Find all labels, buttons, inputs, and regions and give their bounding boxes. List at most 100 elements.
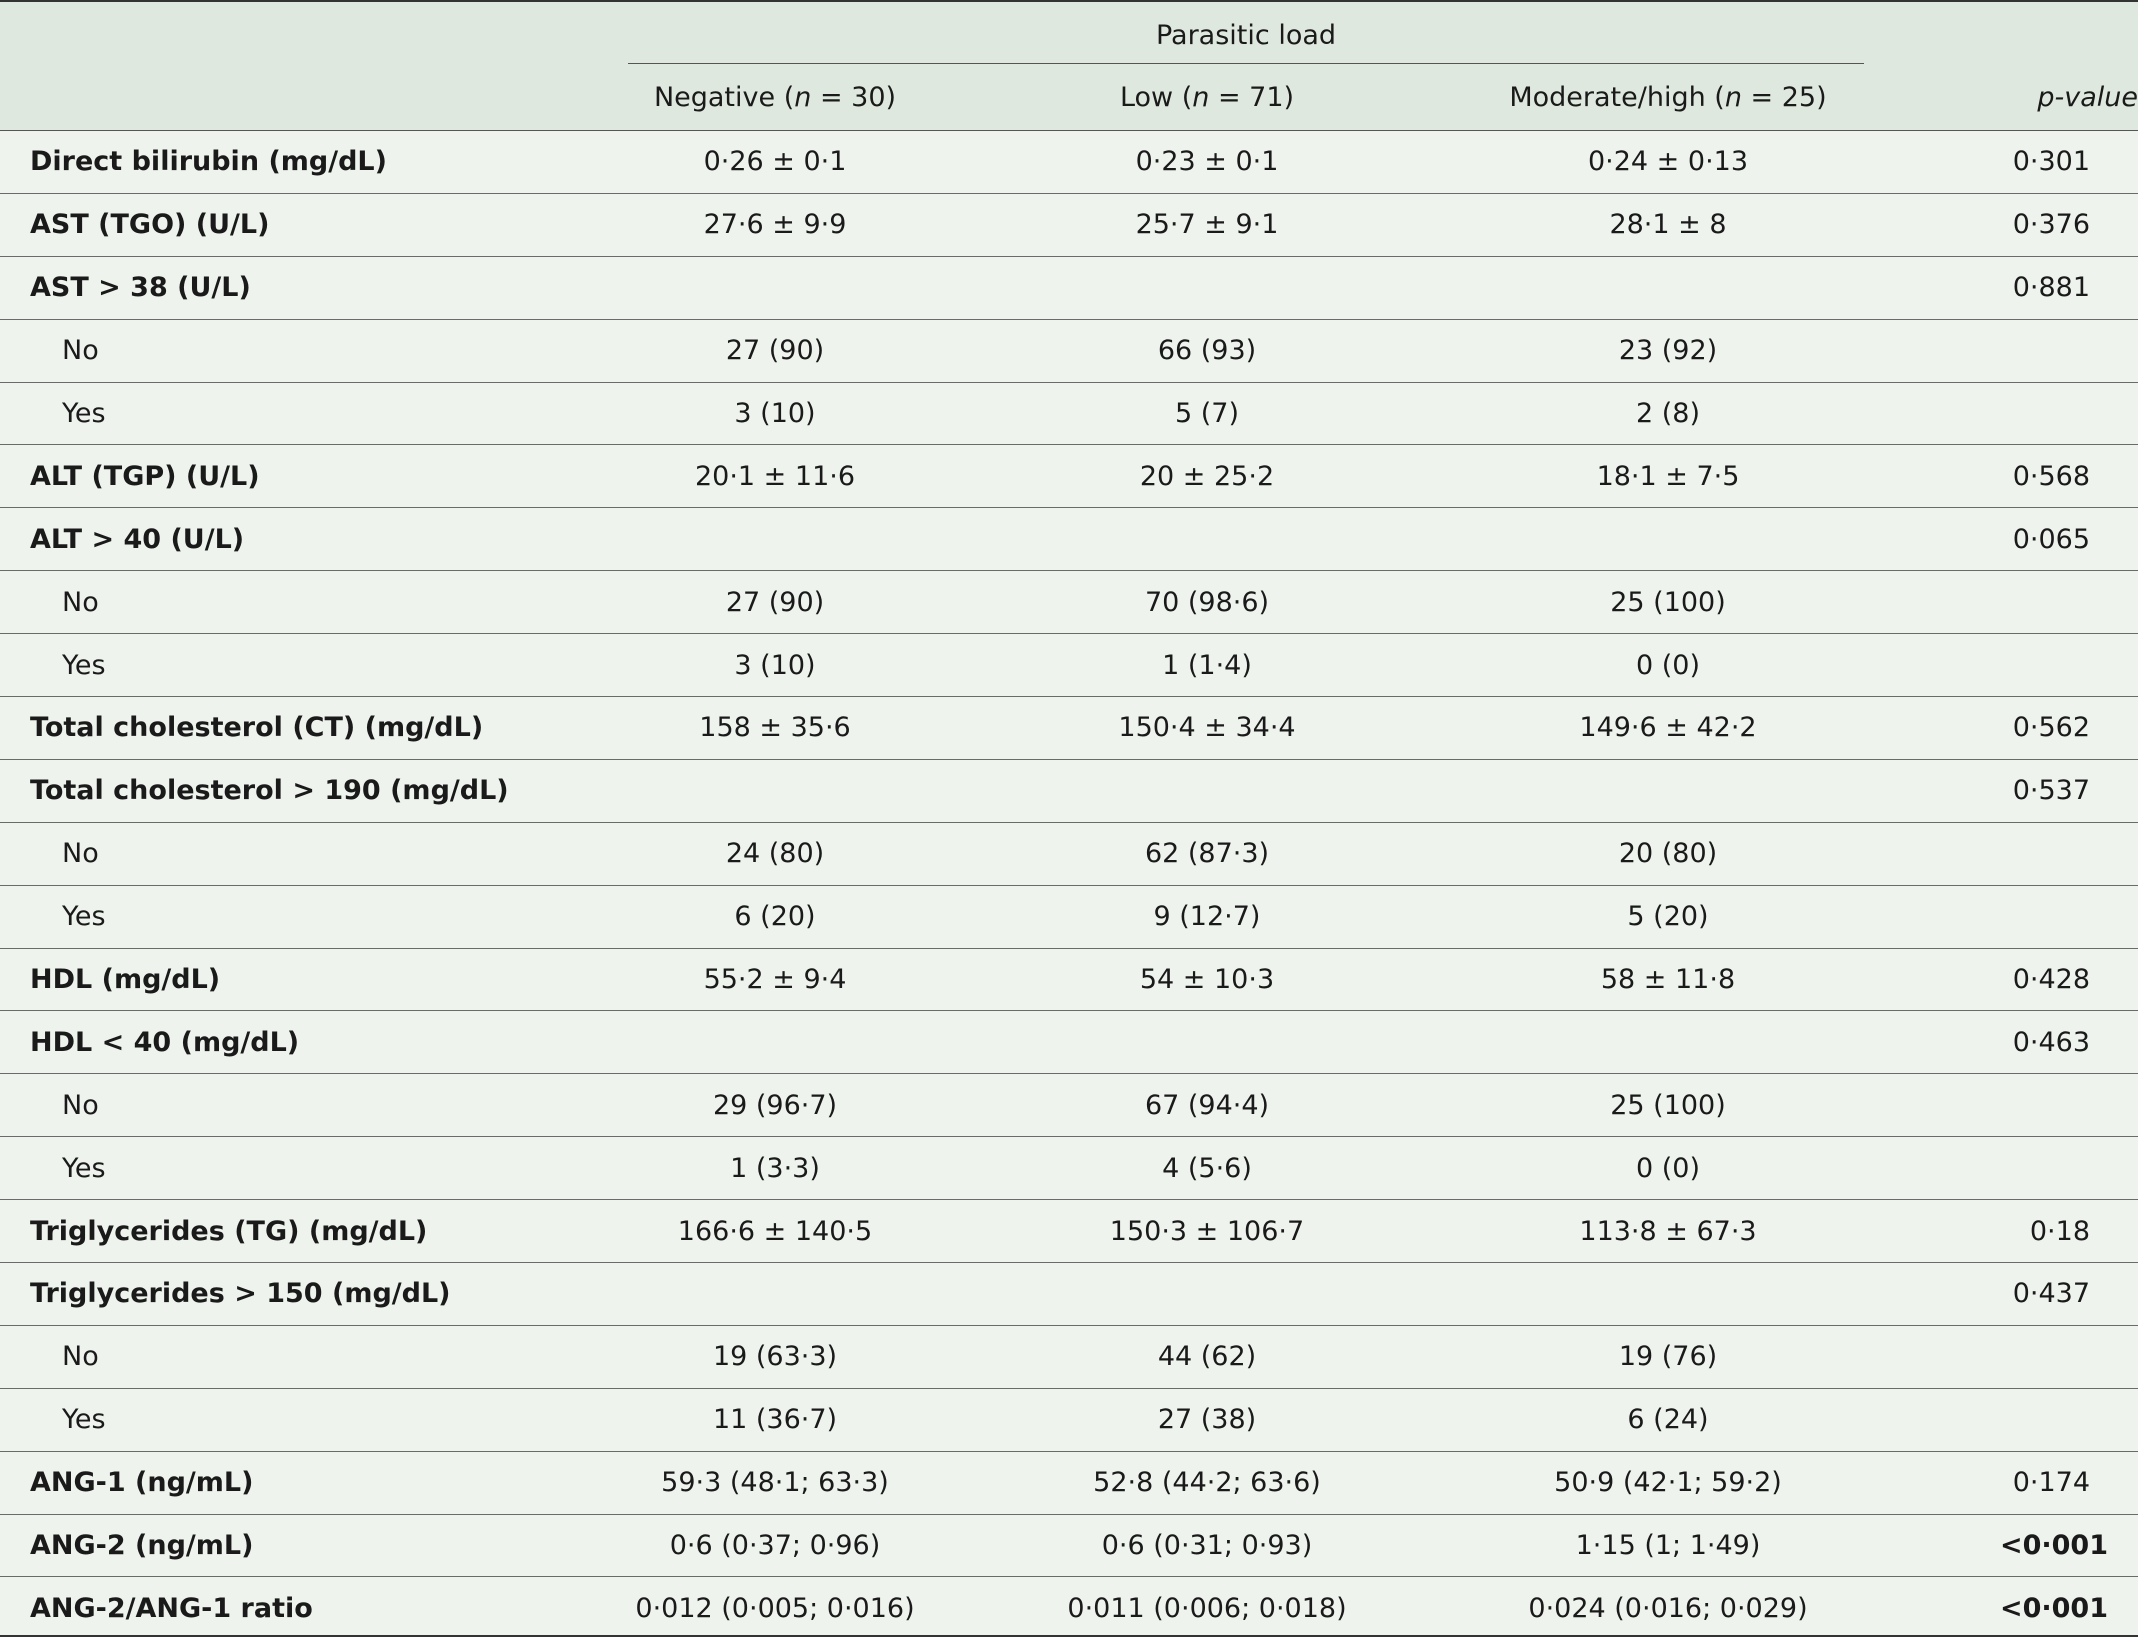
row-label: No bbox=[0, 570, 590, 635]
cell-low: 150·4 ± 34·4 bbox=[960, 696, 1454, 760]
cell-low: 0·011 (0·006; 0·018) bbox=[1067, 1593, 1347, 1625]
cell-moderate-high: 2 (8) bbox=[1454, 382, 1882, 446]
cell-p-value bbox=[1882, 1388, 2138, 1452]
cell-moderate-high: 0·24 ± 0·13 bbox=[1454, 130, 1882, 194]
cell-p-value: <0·001 bbox=[1999, 1593, 2108, 1625]
table-row: Yes 1 (3·3) 4 (5·6) 0 (0) bbox=[0, 1136, 2138, 1201]
row-label: No bbox=[0, 822, 590, 886]
cell-negative bbox=[590, 1010, 960, 1075]
row-label: No bbox=[0, 1325, 590, 1389]
group-header-cell: Parasitic load bbox=[590, 2, 1882, 64]
cell-p-value: <0·001 bbox=[1882, 1514, 2138, 1578]
cell-negative: 166·6 ± 140·5 bbox=[590, 1199, 960, 1264]
row-label: ALT > 40 (U/L) bbox=[0, 507, 590, 572]
cell-negative: 27 (90) bbox=[590, 570, 960, 635]
column-header-negative: Negative (n = 30) bbox=[590, 64, 960, 131]
cell-moderate-high: 0·024 (0·016; 0·029) bbox=[1528, 1593, 1808, 1625]
cell-low: 66 (93) bbox=[960, 319, 1454, 383]
cell-low: 9 (12·7) bbox=[960, 885, 1454, 949]
table-row: Direct bilirubin (mg/dL) 0·26 ± 0·1 0·23 ±… bbox=[0, 130, 2138, 194]
table-row: No 24 (80) 62 (87·3) 20 (80) bbox=[0, 822, 2138, 886]
table-row: Total cholesterol > 190 (mg/dL) 0·537 bbox=[0, 759, 2138, 823]
cell-moderate-high: 28·1 ± 8 bbox=[1454, 193, 1882, 257]
cell-p-value bbox=[1882, 1073, 2138, 1138]
cell-p-value: 0·881 bbox=[1882, 256, 2138, 320]
row-label: HDL < 40 (mg/dL) bbox=[0, 1010, 590, 1075]
table-row: ALT > 40 (U/L) 0·065 bbox=[0, 507, 2138, 572]
row-label: Triglycerides (TG) (mg/dL) bbox=[0, 1199, 590, 1264]
cell-p-value bbox=[1882, 1136, 2138, 1201]
cell-low bbox=[960, 507, 1454, 572]
cell-moderate-high: 6 (24) bbox=[1454, 1388, 1882, 1452]
cell-p-value: 0·18 bbox=[1882, 1199, 2138, 1264]
cell-low: 0·23 ± 0·1 bbox=[960, 130, 1454, 194]
cell-moderate-high: 58 ± 11·8 bbox=[1454, 948, 1882, 1012]
row-label: No bbox=[0, 319, 590, 383]
row-label: Total cholesterol > 190 (mg/dL) bbox=[0, 759, 590, 823]
table-row: Triglycerides (TG) (mg/dL) 166·6 ± 140·5 1… bbox=[0, 1199, 2138, 1264]
cell-negative: 24 (80) bbox=[590, 822, 960, 886]
table-row: Yes 11 (36·7) 27 (38) 6 (24) bbox=[0, 1388, 2138, 1452]
table-row: Yes 6 (20) 9 (12·7) 5 (20) bbox=[0, 885, 2138, 949]
cell-p-value bbox=[1882, 633, 2138, 698]
cell-p-value bbox=[1882, 885, 2138, 949]
row-label: Total cholesterol (CT) (mg/dL) bbox=[0, 696, 590, 760]
table-row: Triglycerides > 150 (mg/dL) 0·437 bbox=[0, 1262, 2138, 1326]
cell-negative bbox=[590, 759, 960, 823]
table-header: Parasitic load Negative (n = 30) Low (n … bbox=[0, 2, 2138, 131]
cell-moderate-high: 18·1 ± 7·5 bbox=[1454, 444, 1882, 509]
table-row: No 27 (90) 70 (98·6) 25 (100) bbox=[0, 570, 2138, 635]
cell-p-value: 0·065 bbox=[1882, 507, 2138, 572]
cell-negative: 27 (90) bbox=[590, 319, 960, 383]
row-label: AST (TGO) (U/L) bbox=[0, 193, 590, 257]
cell-low: 52·8 (44·2; 63·6) bbox=[960, 1451, 1454, 1515]
cell-p-value bbox=[1882, 822, 2138, 886]
cell-negative: 59·3 (48·1; 63·3) bbox=[590, 1451, 960, 1515]
cell-negative: 3 (10) bbox=[590, 382, 960, 446]
cell-moderate-high: 25 (100) bbox=[1454, 1073, 1882, 1138]
header-empty-cell bbox=[0, 2, 590, 64]
cell-moderate-high bbox=[1454, 1010, 1882, 1075]
row-label: Direct bilirubin (mg/dL) bbox=[0, 130, 590, 194]
cell-low bbox=[960, 256, 1454, 320]
cell-moderate-high: 50·9 (42·1; 59·2) bbox=[1454, 1451, 1882, 1515]
row-label: ANG-2 (ng/mL) bbox=[0, 1514, 590, 1578]
cell-moderate-high bbox=[1454, 507, 1882, 572]
cell-moderate-high: 149·6 ± 42·2 bbox=[1454, 696, 1882, 760]
cell-p-value bbox=[1882, 570, 2138, 635]
cell-p-value: 0·376 bbox=[1882, 193, 2138, 257]
table-row: HDL (mg/dL) 55·2 ± 9·4 54 ± 10·3 58 ± 11·8 0… bbox=[0, 948, 2138, 1012]
cell-negative: 20·1 ± 11·6 bbox=[590, 444, 960, 509]
table-body: Direct bilirubin (mg/dL) 0·26 ± 0·1 0·23 ±… bbox=[0, 130, 2138, 1640]
table-row: HDL < 40 (mg/dL) 0·463 bbox=[0, 1010, 2138, 1075]
cell-negative: 27·6 ± 9·9 bbox=[590, 193, 960, 257]
cell-p-value: 0·428 bbox=[1882, 948, 2138, 1012]
cell-p-value: 0·174 bbox=[1882, 1451, 2138, 1515]
cell-negative: 19 (63·3) bbox=[590, 1325, 960, 1389]
cell-p-value bbox=[1882, 319, 2138, 383]
cell-low bbox=[960, 1262, 1454, 1326]
column-header-p-value: p-value bbox=[1882, 64, 2138, 131]
table-row: ANG-1 (ng/mL) 59·3 (48·1; 63·3) 52·8 (44·2… bbox=[0, 1451, 2138, 1515]
row-label: Yes bbox=[0, 382, 590, 446]
row-label: AST > 38 (U/L) bbox=[0, 256, 590, 320]
cell-moderate-high: 113·8 ± 67·3 bbox=[1454, 1199, 1882, 1264]
cell-negative bbox=[590, 256, 960, 320]
cell-negative: 29 (96·7) bbox=[590, 1073, 960, 1138]
cell-negative: 6 (20) bbox=[590, 885, 960, 949]
cell-moderate-high: 1·15 (1; 1·49) bbox=[1454, 1514, 1882, 1578]
cell-negative: 3 (10) bbox=[590, 633, 960, 698]
cell-moderate-high: 0 (0) bbox=[1454, 633, 1882, 698]
cell-moderate-high bbox=[1454, 1262, 1882, 1326]
row-label: No bbox=[0, 1073, 590, 1138]
cell-p-value: 0·562 bbox=[1882, 696, 2138, 760]
cell-moderate-high: 23 (92) bbox=[1454, 319, 1882, 383]
cell-low bbox=[960, 759, 1454, 823]
cell-low: 5 (7) bbox=[960, 382, 1454, 446]
cell-moderate-high: 5 (20) bbox=[1454, 885, 1882, 949]
cell-low: 67 (94·4) bbox=[960, 1073, 1454, 1138]
cell-moderate-high: 19 (76) bbox=[1454, 1325, 1882, 1389]
cell-negative: 0·26 ± 0·1 bbox=[590, 130, 960, 194]
